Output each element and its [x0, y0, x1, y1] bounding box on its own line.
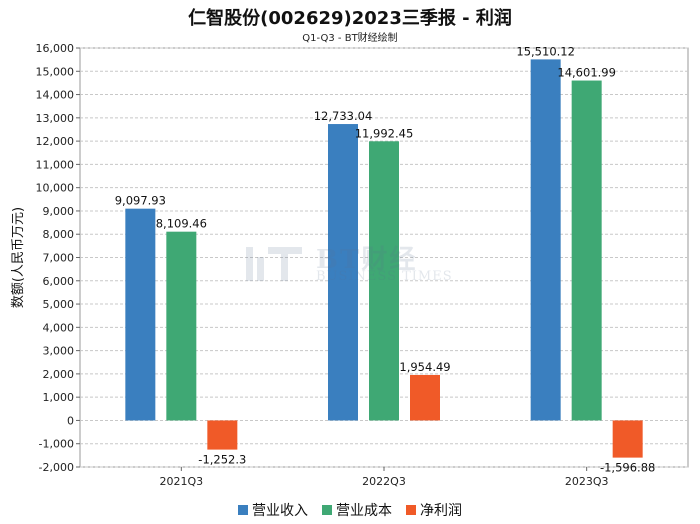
legend-label: 营业成本 [336, 503, 392, 519]
y-tick-label: 10,000 [36, 182, 75, 195]
data-labels: 9,097.93 8,109.46 -1,252.3 12,733.04 11,992.… [115, 44, 656, 474]
y-tick-label: 12,000 [36, 135, 75, 148]
legend-item-营业成本: 营业成本 [322, 500, 392, 520]
bar-2023Q3-营业收入 [530, 59, 561, 421]
y-tick-label: 0 [67, 414, 74, 427]
y-axis-label: 数额(人民币万元) [11, 207, 26, 308]
y-tick-label: 2,000 [43, 368, 75, 381]
y-tick-label: 7,000 [43, 252, 75, 265]
y-tick-label: 1,000 [43, 391, 75, 404]
bar-2022Q3-净利润 [410, 374, 440, 421]
legend: 营业收入 营业成本 净利润 [0, 500, 700, 520]
y-tick-label: -2,000 [39, 461, 74, 474]
chart-title: 仁智股份(002629)2023三季报 - 利润 [188, 8, 512, 29]
y-tick-label: 9,000 [43, 205, 75, 218]
legend-swatch [406, 505, 416, 515]
y-tick-label: 6,000 [43, 275, 75, 288]
y-tick-label: -1,000 [39, 438, 74, 451]
bar-2022Q3-营业收入 [328, 124, 358, 421]
bar-2021Q3-净利润 [207, 420, 238, 450]
x-tick-label-2022Q3: 2022Q3 [362, 475, 406, 488]
legend-item-净利润: 净利润 [406, 500, 462, 520]
y-tick-label: 11,000 [36, 158, 75, 171]
y-tick-label: 15,000 [36, 65, 75, 78]
legend-label: 营业收入 [252, 503, 308, 519]
data-label-2023Q3-营业收入: 15,510.12 [516, 44, 575, 58]
y-tick-label: 14,000 [36, 89, 75, 102]
data-label-2022Q3-营业收入: 12,733.04 [314, 109, 373, 123]
y-tick-label: 5,000 [43, 298, 75, 311]
data-label-2021Q3-营业成本: 8,109.46 [156, 217, 207, 231]
x-tick-label-2021Q3: 2021Q3 [160, 475, 204, 488]
bar-2023Q3-营业成本 [571, 80, 602, 421]
bar-2021Q3-营业成本 [166, 231, 197, 421]
chart-subtitle: Q1-Q3 - BT财经绘制 [302, 33, 398, 44]
data-label-2023Q3-营业成本: 14,601.99 [557, 66, 616, 80]
y-tick-label: 16,000 [36, 42, 75, 55]
data-label-2022Q3-营业成本: 11,992.45 [355, 126, 414, 140]
x-axis: 2021Q3 2022Q3 2023Q3 [160, 467, 609, 488]
y-tick-label: 8,000 [43, 228, 75, 241]
bar-2022Q3-营业成本 [369, 141, 399, 421]
x-tick-label-2023Q3: 2023Q3 [565, 475, 609, 488]
data-label-2022Q3-净利润: 1,954.49 [399, 360, 450, 374]
data-label-2021Q3-营业收入: 9,097.93 [115, 194, 166, 208]
legend-label: 净利润 [420, 503, 462, 519]
legend-item-营业收入: 营业收入 [238, 500, 308, 520]
legend-swatch [238, 505, 248, 515]
bar-2021Q3-营业收入 [125, 208, 156, 421]
data-label-2023Q3-净利润: -1,596.88 [600, 461, 655, 475]
y-tick-label: 13,000 [36, 112, 75, 125]
y-axis: -2,000 -1,000 0 1,000 2,000 3,000 4,000 5,000 6,… [36, 42, 80, 474]
data-label-2021Q3-净利润: -1,252.3 [198, 453, 246, 467]
legend-swatch [322, 505, 332, 515]
bar-marks [125, 59, 643, 458]
y-tick-label: 4,000 [43, 321, 75, 334]
bar-2023Q3-净利润 [612, 420, 643, 458]
y-tick-label: 3,000 [43, 345, 75, 358]
